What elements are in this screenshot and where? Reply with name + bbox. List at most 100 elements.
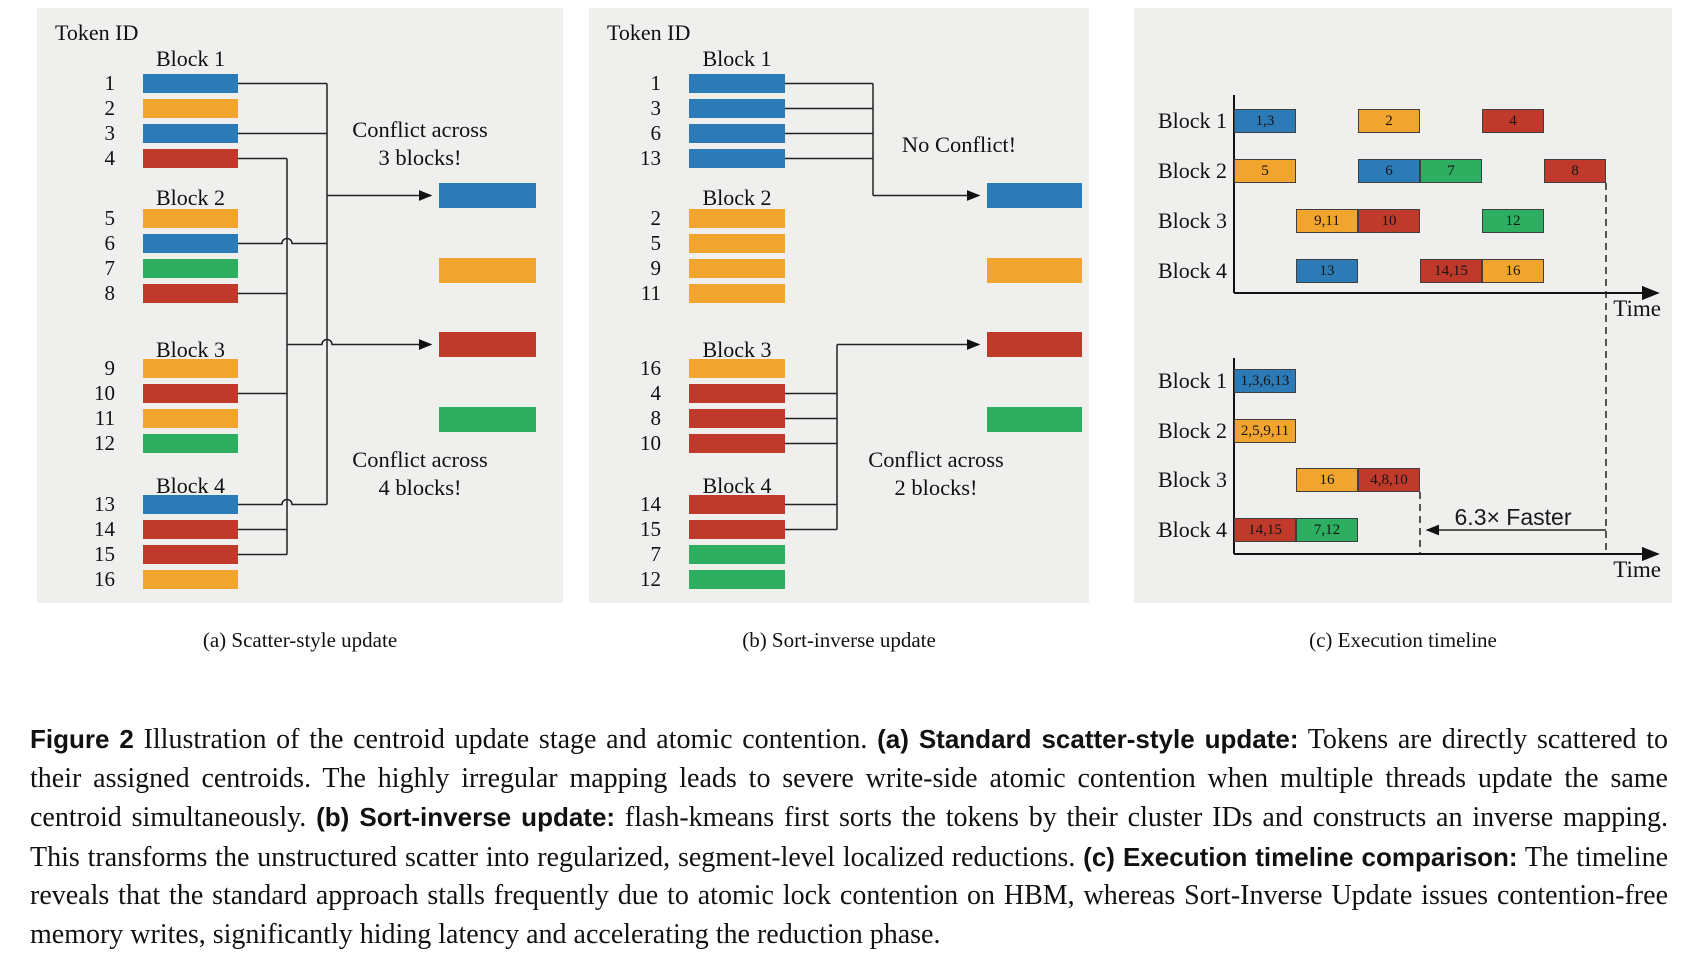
token-id: 7 — [650, 542, 662, 566]
time-axis-label-bottom: Time — [1613, 557, 1661, 582]
token-bar — [689, 74, 785, 93]
timeline-bar: 7,12 — [1296, 518, 1358, 542]
timeline-bar: 8 — [1544, 159, 1606, 183]
timeline-bar: 1,3,6,13 — [1234, 369, 1296, 393]
token-bar — [143, 359, 238, 378]
token-bar — [689, 149, 785, 168]
conflict-annotation: No Conflict! — [902, 131, 1016, 159]
token-id: 6 — [104, 231, 116, 255]
centroid-bar — [987, 258, 1082, 283]
annotation-line: 4 blocks! — [378, 475, 462, 500]
centroid-bar — [439, 183, 536, 208]
token-id: 5 — [650, 231, 662, 255]
centroid-bar — [987, 407, 1082, 432]
token-bar — [143, 520, 238, 539]
token-bar — [689, 434, 785, 453]
conflict-annotation: Conflict across 3 blocks! — [352, 116, 488, 172]
token-bar — [689, 384, 785, 403]
timeline-bar: 14,15 — [1420, 259, 1482, 283]
caption-bold-segment: (b) Sort-inverse update: — [316, 802, 616, 832]
subcaption-c: (c) Execution timeline — [1309, 628, 1497, 652]
token-id: 5 — [104, 206, 116, 230]
subcaption-a: (a) Scatter-style update — [202, 628, 398, 652]
caption-text-segment: Tokens are directly scattered to their a… — [30, 724, 1668, 833]
token-id: 15 — [94, 542, 115, 566]
token-bar — [689, 259, 785, 278]
timeline-block-label: Block 4 — [1157, 517, 1227, 542]
token-bar — [689, 99, 785, 118]
timeline-bar: 5 — [1234, 159, 1296, 183]
caption-text-segment: flash-kmeans first sorts the tokens by t… — [30, 802, 1669, 873]
token-id: 2 — [650, 206, 662, 230]
annotation-line: Conflict across — [352, 447, 488, 472]
annotation-line: 2 blocks! — [894, 475, 978, 500]
timeline-bar: 10 — [1358, 209, 1420, 233]
token-bar — [689, 209, 785, 228]
token-bar — [689, 520, 785, 539]
token-bar — [143, 74, 238, 93]
token-bar — [143, 234, 238, 253]
block-header: Block 2 — [155, 185, 226, 210]
timeline-bar: 1,3 — [1234, 109, 1296, 133]
timeline-bar: 4,8,10 — [1358, 468, 1420, 492]
token-bar — [143, 209, 238, 228]
connector-arrow — [287, 338, 433, 350]
token-id: 3 — [104, 121, 116, 145]
panel-execution-timeline: Time Time 6.3× Faster Block 1 1,3 2 4 Block … — [1134, 8, 1672, 603]
token-id: 10 — [640, 431, 661, 455]
conflict-annotation: Conflict across 2 blocks! — [868, 446, 1004, 502]
block-header: Block 4 — [155, 473, 226, 498]
token-id: 1 — [104, 71, 116, 95]
token-bar — [689, 359, 785, 378]
token-id: 11 — [640, 281, 661, 305]
token-id: 11 — [94, 406, 115, 430]
centroid-bar — [439, 258, 536, 283]
token-id: 3 — [650, 96, 662, 120]
caption-bold-segment: (a) Standard scatter-style update: — [877, 724, 1299, 754]
time-axis-label-top: Time — [1613, 296, 1661, 321]
token-id: 4 — [650, 381, 662, 405]
token-bar — [143, 124, 238, 143]
token-id-label: Token ID — [55, 20, 139, 45]
token-bar — [143, 409, 238, 428]
token-id: 15 — [640, 517, 661, 541]
block-header: Block 2 — [702, 185, 772, 210]
token-bar — [689, 124, 785, 143]
token-bar — [143, 384, 238, 403]
figure-caption: Figure 2 Illustration of the centroid up… — [30, 720, 1668, 954]
token-id: 10 — [94, 381, 115, 405]
token-id: 16 — [640, 356, 661, 380]
timeline-block-label: Block 3 — [1157, 467, 1227, 492]
connector-lines-a — [238, 82, 433, 556]
token-bar — [143, 570, 238, 589]
token-id: 12 — [640, 567, 661, 591]
token-bar — [143, 495, 238, 514]
token-id: 7 — [104, 256, 116, 280]
timeline-bar: 6 — [1358, 159, 1420, 183]
speedup-annotation: 6.3× Faster — [1454, 504, 1572, 530]
annotation-line: 3 blocks! — [378, 145, 462, 170]
block-header: Block 3 — [702, 337, 772, 362]
annotation-line: Conflict across — [352, 117, 488, 142]
token-bar — [689, 409, 785, 428]
token-bar — [143, 284, 238, 303]
token-id: 8 — [104, 281, 116, 305]
block-header: Block 3 — [155, 337, 226, 362]
token-id: 16 — [94, 567, 115, 591]
timeline-block-label: Block 1 — [1157, 368, 1227, 393]
token-bar — [689, 545, 785, 564]
token-bar — [689, 284, 785, 303]
token-bar — [689, 495, 785, 514]
caption-text-segment: Illustration of the centroid update stag… — [133, 724, 878, 755]
annotation-line: No Conflict! — [901, 132, 1017, 157]
centroid-bar — [987, 332, 1082, 357]
token-bar — [143, 149, 238, 168]
token-id: 9 — [650, 256, 662, 280]
centroid-bar — [987, 183, 1082, 208]
caption-text-segment: The timeline reveals that the standard a… — [30, 841, 1669, 950]
connector-lines-b — [785, 82, 981, 531]
centroid-bar — [439, 407, 536, 432]
token-id: 14 — [94, 517, 115, 541]
token-id: 6 — [650, 121, 662, 145]
